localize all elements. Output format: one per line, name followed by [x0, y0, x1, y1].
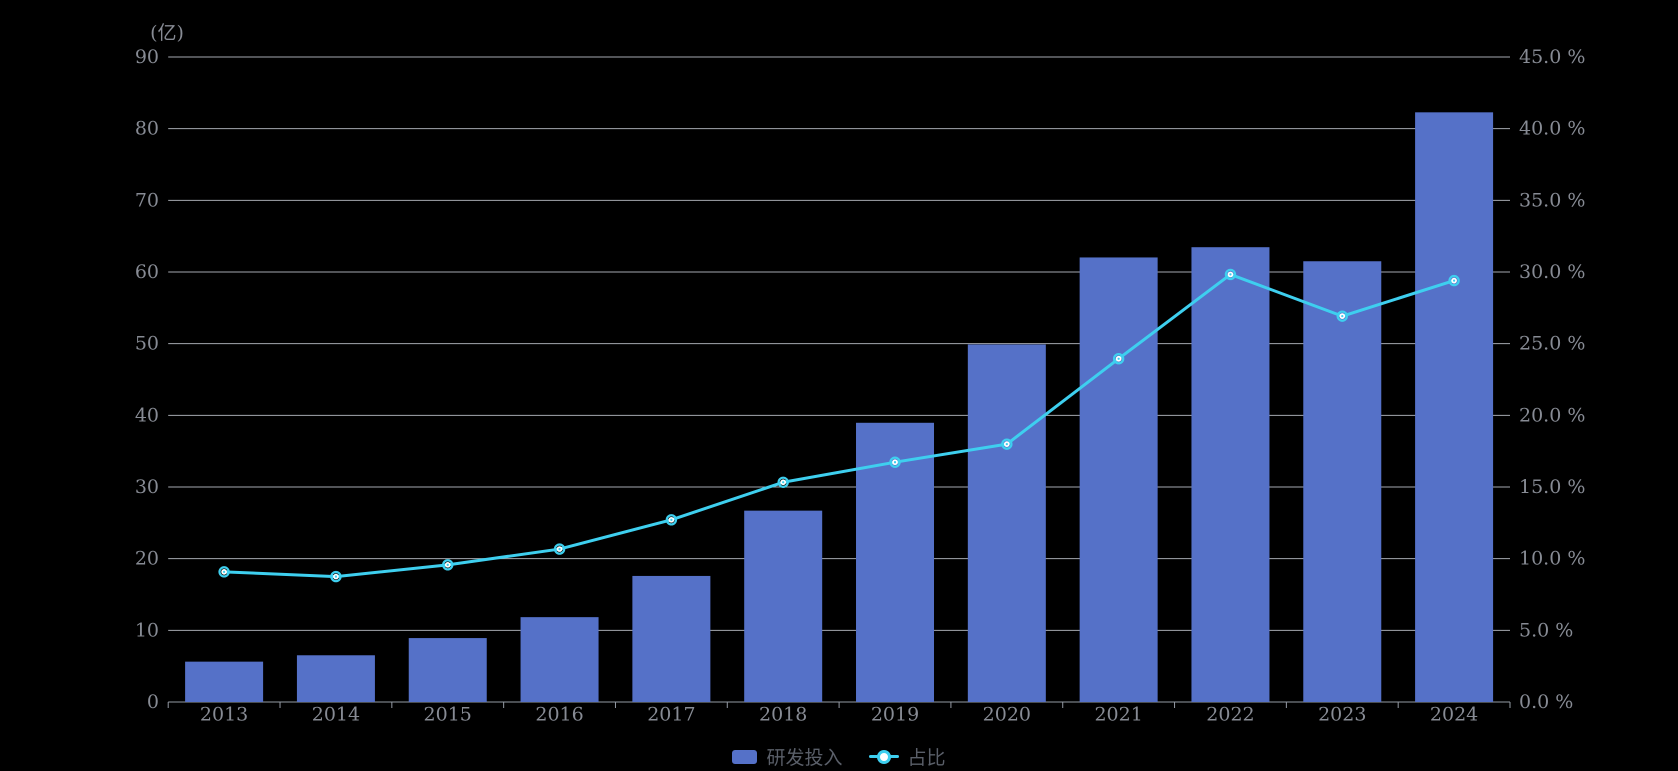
point-outer-ring — [218, 566, 230, 578]
x-label-2013: 2013 — [200, 704, 248, 726]
bar-2019[interactable] — [856, 422, 935, 702]
point-inner-ring — [1115, 355, 1122, 362]
point-outer-ring — [1001, 438, 1013, 450]
x-label-2020: 2020 — [983, 704, 1031, 726]
line-point-2022[interactable] — [1224, 268, 1237, 281]
y-right-label-0: 0.0 % — [1519, 691, 1573, 713]
point-inner-ring — [1227, 271, 1234, 278]
y-left-label-90: 90 — [135, 46, 159, 68]
bar-2020[interactable] — [967, 344, 1046, 702]
point-outer-ring — [777, 476, 789, 488]
bar-2023[interactable] — [1303, 261, 1382, 702]
line-point-2016[interactable] — [553, 543, 566, 555]
point-outer-ring — [1112, 353, 1125, 365]
y-left-label-70: 70 — [135, 189, 159, 211]
y-right-label-2: 10.0 % — [1519, 548, 1585, 570]
point-inner-ring — [892, 459, 898, 466]
bar-2015[interactable] — [408, 638, 487, 702]
y-right-label-8: 40.0 % — [1519, 118, 1585, 140]
x-label-2018: 2018 — [759, 704, 807, 726]
line-point-2014[interactable] — [330, 570, 342, 583]
legend-line-marker — [876, 749, 891, 764]
bar-2018[interactable] — [744, 510, 823, 702]
legend-item-ratio[interactable]: 占比 — [868, 743, 946, 770]
point-outer-ring — [442, 559, 454, 571]
y-left-label-10: 10 — [135, 619, 159, 641]
y-right-label-7: 35.0 % — [1519, 189, 1585, 211]
y-left-label-80: 80 — [135, 118, 159, 140]
y-left-label-30: 30 — [135, 476, 159, 498]
x-label-2014: 2014 — [312, 704, 360, 726]
line-point-2017[interactable] — [665, 514, 678, 526]
bar-2024[interactable] — [1415, 112, 1494, 703]
ratio-trend-line[interactable] — [222, 272, 1456, 579]
point-inner-ring — [668, 516, 675, 523]
point-inner-ring — [444, 561, 451, 568]
line-point-2013[interactable] — [218, 566, 230, 578]
bar-2013[interactable] — [185, 661, 264, 702]
point-outer-ring — [1224, 268, 1237, 281]
x-label-2022: 2022 — [1206, 704, 1254, 726]
bar-2014[interactable] — [296, 655, 375, 702]
y-left-label-60: 60 — [135, 261, 159, 283]
bar-2021[interactable] — [1079, 257, 1158, 702]
y-right-label-9: 45.0 % — [1519, 46, 1585, 68]
y-right-label-6: 30.0 % — [1519, 261, 1585, 283]
y-right-label-4: 20.0 % — [1519, 404, 1585, 426]
line-series-marker-icon — [868, 749, 899, 765]
point-outer-ring — [553, 543, 566, 555]
x-label-2021: 2021 — [1094, 704, 1142, 726]
line-point-2023[interactable] — [1336, 310, 1348, 322]
legend-label: 占比 — [907, 747, 946, 769]
y-left-label-50: 50 — [135, 333, 159, 355]
bar-2017[interactable] — [632, 575, 711, 702]
point-outer-ring — [665, 514, 678, 526]
line-point-2020[interactable] — [1001, 438, 1013, 450]
y-left-label-0: 0 — [147, 691, 159, 713]
point-inner-ring — [1451, 277, 1457, 284]
legend: 研发投入 占比 — [0, 743, 1678, 770]
point-inner-ring — [1339, 313, 1346, 319]
line-point-2019[interactable] — [889, 456, 901, 468]
x-label-2023: 2023 — [1318, 704, 1366, 726]
line-point-2021[interactable] — [1112, 353, 1125, 365]
point-inner-ring — [780, 479, 787, 486]
bar-2022[interactable] — [1191, 247, 1270, 702]
line-point-2024[interactable] — [1448, 274, 1460, 287]
y-left-label-20: 20 — [135, 548, 159, 570]
y-right-label-3: 15.0 % — [1519, 476, 1585, 498]
line-point-2018[interactable] — [777, 476, 789, 488]
bar-2016[interactable] — [520, 617, 599, 702]
line-point-2015[interactable] — [442, 559, 454, 571]
y-right-label-5: 25.0 % — [1519, 333, 1585, 355]
x-label-2024: 2024 — [1430, 704, 1478, 726]
point-inner-ring — [221, 569, 227, 575]
point-outer-ring — [1448, 274, 1460, 287]
left-axis-unit-label: (亿) — [150, 22, 184, 44]
point-inner-ring — [1003, 441, 1010, 447]
point-outer-ring — [330, 570, 342, 583]
x-label-2017: 2017 — [647, 704, 695, 726]
point-outer-ring — [1336, 310, 1348, 322]
legend-item-rd-investment[interactable]: 研发投入 — [732, 743, 843, 770]
legend-label: 研发投入 — [766, 747, 843, 769]
x-label-2019: 2019 — [871, 704, 919, 726]
y-left-label-40: 40 — [135, 404, 159, 426]
y-right-label-1: 5.0 % — [1519, 619, 1573, 641]
x-label-2015: 2015 — [424, 704, 472, 726]
point-inner-ring — [333, 573, 339, 580]
bar-series-swatch-icon — [732, 749, 758, 764]
point-outer-ring — [889, 456, 901, 468]
point-inner-ring — [556, 546, 563, 552]
x-label-2016: 2016 — [535, 704, 583, 726]
